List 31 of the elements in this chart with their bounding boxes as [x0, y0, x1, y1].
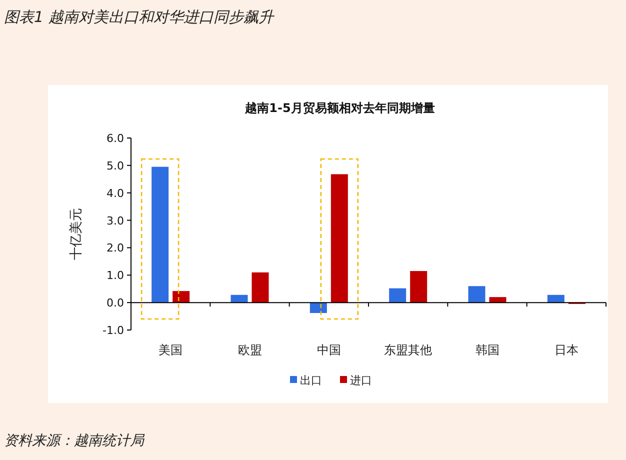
x-tick-label: 美国 [158, 343, 183, 357]
x-tick-label: 中国 [316, 343, 341, 357]
bar [330, 174, 348, 303]
bar [252, 272, 269, 303]
bar [547, 294, 564, 303]
legend-label: 出口 [300, 374, 322, 387]
y-tick-label: -1.0 [102, 324, 124, 337]
y-tick-label: 5.0 [106, 159, 124, 172]
y-tick-label: 6.0 [106, 132, 124, 145]
text: 资料来源：越南统计局 [4, 433, 145, 449]
y-tick-label: 1.0 [106, 269, 124, 282]
chart-title: 图表1 越南对美出口和对华进口同步飙升 [4, 8, 276, 26]
y-axis-title: 十亿美元 [68, 208, 84, 260]
bar [152, 166, 169, 303]
bar [410, 271, 428, 303]
bar [489, 297, 506, 303]
y-tick-label: 4.0 [106, 186, 124, 200]
x-tick-label: 日本 [554, 343, 578, 357]
bar [468, 286, 486, 303]
y-tick-label: 0.0 [106, 296, 124, 310]
chart-subtitle: 越南1-5月贸易额相对去年同期增量 [244, 101, 435, 115]
bar [310, 302, 327, 313]
x-tick-label: 韩国 [475, 343, 500, 357]
y-tick-label: 3.0 [106, 214, 124, 228]
legend-label: 进口 [350, 374, 372, 387]
x-tick-label: 东盟其他 [384, 343, 432, 357]
bar [172, 291, 190, 303]
bar [230, 294, 248, 303]
y-tick-label: 2.0 [106, 242, 124, 255]
bar [389, 288, 406, 303]
x-tick-label: 欧盟 [238, 343, 262, 357]
